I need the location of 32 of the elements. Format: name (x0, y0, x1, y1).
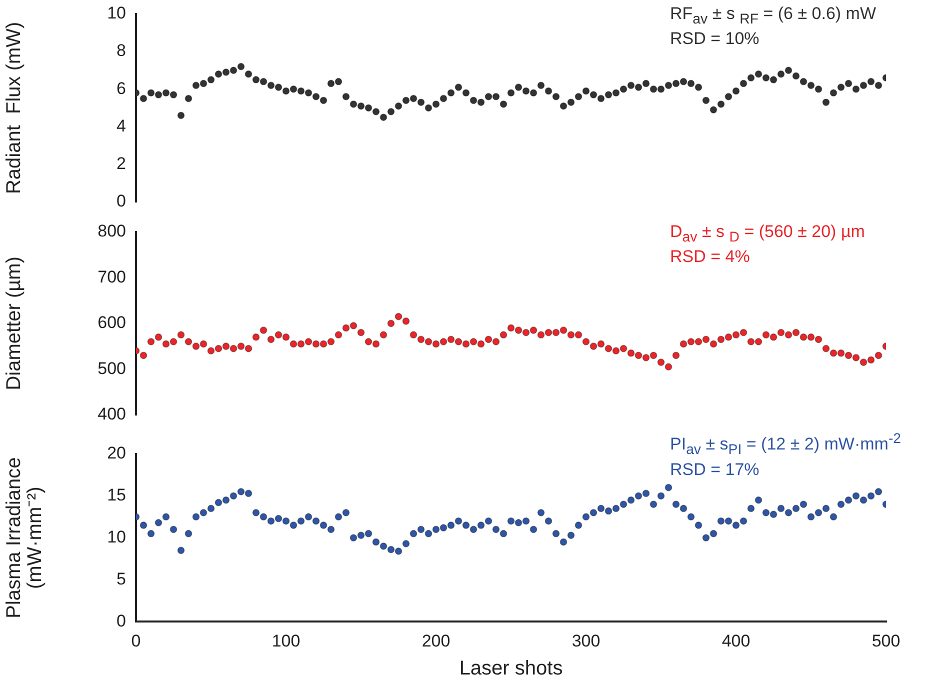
x-tick-label: 100 (272, 631, 300, 650)
y-tick-label: 600 (98, 313, 126, 332)
annotation: PI$_{av}$ ± s$_{PI}$ = (12 ± 2) mW·mm$^{-2}$ (670, 430, 902, 460)
x-tick-label: 400 (722, 631, 750, 650)
x-axis-title: Laser shots (459, 658, 563, 680)
annotation: D$_{av}$ ± s $_{D}$ = (560 ± 20) µm (670, 222, 865, 248)
annotation: RF$_{av}$ ± s $_{RF}$ = (6 ± 0.6) mW (670, 4, 876, 30)
y-tick-label: 5 (116, 569, 126, 588)
y-tick-label: 10 (107, 527, 126, 546)
x-tick-label: 0 (131, 631, 141, 650)
y-tick-label: 0 (116, 611, 126, 630)
y-tick-label: 400 (98, 404, 126, 424)
y-axis-title: Plasma Irradiance (mW·mm⁻²) (3, 457, 46, 618)
y-tick-label: 15 (107, 486, 126, 505)
y-tick-label: 8 (116, 41, 126, 60)
y-tick-label: 4 (116, 116, 126, 136)
annotation: RSD = 10% (670, 29, 760, 48)
x-tick-label: 500 (872, 631, 900, 650)
y-tick-label: 800 (98, 222, 126, 241)
y-tick-label: 6 (116, 78, 126, 98)
annotation: RSD = 17% (670, 460, 760, 480)
y-axis-title: Diametter (µm) (3, 256, 26, 390)
y-tick-label: 0 (116, 191, 126, 210)
x-tick-label: 200 (422, 631, 450, 650)
x-tick-label: 300 (572, 631, 600, 650)
annotation: RSD = 4% (670, 247, 751, 266)
y-tick-label: 700 (98, 267, 126, 286)
y-tick-label: 500 (98, 358, 126, 378)
y-tick-label: 10 (107, 4, 126, 23)
y-axis-title: Radiant Flux (mW) (3, 22, 26, 194)
y-tick-label: 20 (107, 444, 126, 463)
y-tick-label: 2 (116, 154, 126, 173)
